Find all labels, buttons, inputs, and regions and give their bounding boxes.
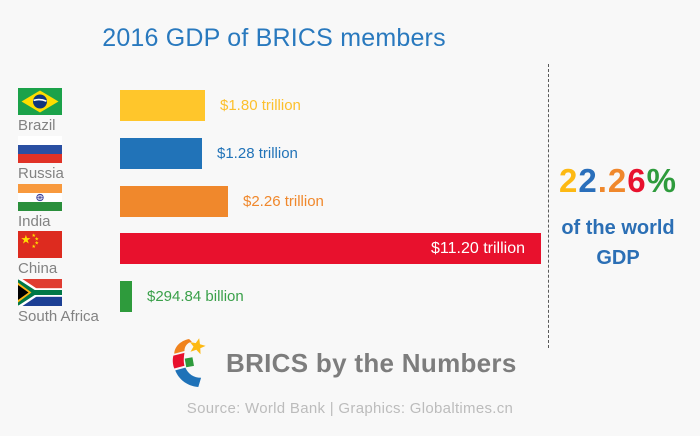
- svg-text:★: ★: [32, 233, 37, 239]
- world-gdp-caption: of the world GDP: [548, 213, 688, 273]
- gdp-bar-brazil: [120, 90, 205, 121]
- svg-text:★: ★: [35, 241, 40, 247]
- caption-line-1: of the world: [561, 217, 675, 239]
- brics-wordmark: BRICS by the Numbers: [226, 347, 517, 378]
- chart-row-russia: Russia $1.28 trillion: [0, 136, 548, 184]
- country-label: Brazil: [18, 117, 56, 134]
- chart-row-south-africa: South Africa $294.84 billion: [0, 279, 548, 327]
- gdp-value-label: $1.28 trillion: [217, 145, 298, 162]
- world-share-panel: 22.26% of the world GDP: [548, 163, 688, 273]
- india-flag-icon: [18, 184, 62, 211]
- branding: BRICS by the Numbers: [166, 334, 517, 392]
- country-label: South Africa: [18, 308, 99, 325]
- gdp-value-label: $11.20 trillion: [431, 239, 525, 257]
- world-gdp-percent: 22.26%: [559, 162, 677, 199]
- gdp-bar-china: $11.20 trillion: [120, 233, 541, 264]
- chart-title: 2016 GDP of BRICS members: [102, 24, 446, 52]
- source-credit: Source: World Bank | Graphics: Globaltim…: [186, 400, 514, 417]
- gdp-value-label: $294.84 billion: [147, 288, 244, 305]
- svg-text:★: ★: [21, 233, 32, 247]
- svg-text:★: ★: [32, 244, 37, 250]
- russia-flag-icon: [18, 136, 62, 163]
- south-africa-flag-icon: [18, 279, 62, 306]
- chart-row-india: India $2.26 trillion: [0, 184, 548, 232]
- china-flag-icon: ★ ★ ★ ★ ★: [18, 231, 62, 258]
- svg-text:★: ★: [35, 237, 40, 243]
- caption-line-2: GDP: [596, 247, 640, 269]
- brics-logo-icon: [166, 335, 214, 391]
- chart-row-brazil: Brazil $1.80 trillion: [0, 88, 548, 136]
- brazil-flag-icon: [18, 88, 62, 115]
- country-label: China: [18, 260, 58, 277]
- country-label: India: [18, 213, 51, 230]
- gdp-value-label: $1.80 trillion: [220, 97, 301, 114]
- gdp-bar-south-africa: [120, 281, 132, 312]
- country-label: Russia: [18, 165, 64, 182]
- dashed-divider: [548, 64, 549, 348]
- gdp-bar-russia: [120, 138, 202, 169]
- gdp-value-label: $2.26 trillion: [243, 193, 324, 210]
- chart-row-china: ★ ★ ★ ★ ★ China $11.20 trillion: [0, 231, 548, 279]
- gdp-bar-india: [120, 186, 228, 217]
